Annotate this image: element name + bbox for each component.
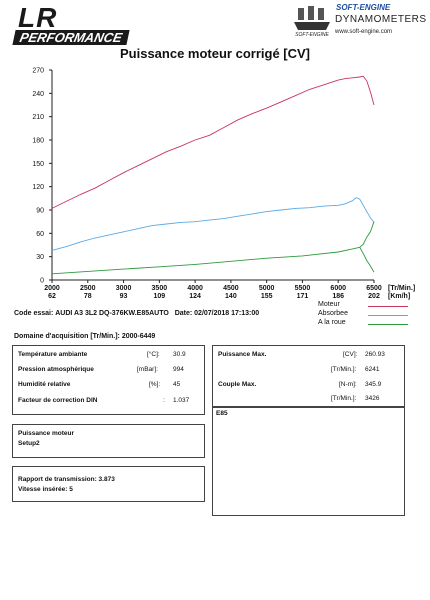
y-tick-label: 60 — [36, 231, 44, 238]
x-tick-label: 3000 — [116, 285, 132, 292]
y-tick-label: 150 — [32, 161, 44, 168]
brand-website: www.soft-engine.com — [335, 29, 393, 35]
x2-unit-label: [Km/h] — [388, 293, 410, 300]
x2-tick-label: 124 — [189, 293, 201, 300]
domain-label: Domaine d'acquisition [Tr/Min.]: — [14, 333, 120, 340]
chart-title: Puissance moteur corrigé [CV] — [120, 46, 310, 61]
soft-engine-logo-icon: SOFT-ENGINE — [294, 6, 330, 38]
setup-box: Puissance moteur Setup2 — [12, 424, 205, 458]
result-label-2: Couple Max. — [218, 381, 257, 388]
lr-logo-text: LR — [18, 2, 58, 33]
x-tick-label: 5000 — [259, 285, 275, 292]
y-tick-label: 90 — [36, 208, 44, 215]
brand-name: SOFT-ENGINE — [336, 3, 391, 12]
result-value-2: 345.9 — [365, 381, 382, 388]
y-tick-label: 180 — [32, 138, 44, 145]
cond-label-0: Température ambiante — [18, 351, 88, 358]
series-line-roue-loss — [359, 247, 375, 273]
y-tick-label: 210 — [32, 114, 44, 121]
test-code-row: Code essai: AUDI A3 3L2 DQ-376KW.E85AUTO… — [14, 310, 259, 317]
result-unit-3: [Tr/Min.]: — [331, 395, 357, 402]
x-tick-label: 3500 — [152, 285, 168, 292]
soft-engine-logo-text: SOFT-ENGINE — [295, 32, 329, 38]
x2-tick-label: 93 — [120, 293, 128, 300]
domain-value: 2000-6449 — [121, 333, 156, 340]
legend-line-roue — [368, 324, 408, 325]
notes-box: E85 — [212, 407, 405, 516]
legend-label-absorbee: Absorbee — [318, 310, 348, 317]
cond-label-3: Facteur de correction DIN — [18, 397, 98, 404]
cond-unit-3: : — [163, 397, 165, 404]
legend-line-moteur — [368, 306, 408, 307]
y-tick-label: 270 — [32, 68, 44, 75]
cond-value-2: 45 — [173, 381, 181, 388]
x-tick-label: 5500 — [295, 285, 311, 292]
x-tick-label: 2500 — [80, 285, 96, 292]
transmission-gear: Vitesse insérée: 5 — [18, 486, 73, 493]
series-line-moteur — [51, 75, 375, 209]
setup-line-2: Setup2 — [18, 440, 40, 447]
test-date-label: Date: — [174, 310, 193, 317]
result-unit-1: [Tr/Min.]: — [331, 366, 357, 373]
results-box: Puissance Max. [CV]: 260.93 [Tr/Min.]: 6… — [212, 345, 405, 407]
x-tick-label: 6000 — [330, 285, 346, 292]
cond-unit-2: [%]: — [149, 381, 161, 388]
result-value-0: 260.93 — [365, 351, 385, 358]
test-code-value: AUDI A3 3L2 DQ-376KW.E85AUTO — [55, 310, 169, 317]
cond-label-2: Humidité relative — [18, 381, 71, 388]
setup-line-1: Puissance moteur — [18, 430, 74, 437]
brand-line: DYNAMOMETERS — [335, 14, 427, 25]
test-code-label: Code essai: — [14, 310, 54, 317]
x2-tick-label: 202 — [368, 293, 380, 300]
result-value-3: 3426 — [365, 395, 380, 402]
result-unit-2: [N-m]: — [339, 381, 357, 388]
x-tick-label: 4500 — [223, 285, 239, 292]
x2-tick-label: 62 — [48, 293, 56, 300]
x2-tick-label: 78 — [84, 293, 92, 300]
result-value-1: 6241 — [365, 366, 380, 373]
y-tick-label: 120 — [32, 184, 44, 191]
x2-tick-label: 155 — [261, 293, 273, 300]
notes-text: E85 — [216, 410, 228, 417]
x2-tick-label: 109 — [153, 293, 165, 300]
legend-label-moteur: Moteur — [318, 301, 340, 308]
x2-tick-label: 186 — [332, 293, 344, 300]
cond-label-1: Pression atmosphérique — [18, 366, 94, 373]
legend-label-roue: A la roue — [318, 319, 346, 326]
y-tick-label: 240 — [32, 91, 44, 98]
series-line-a-la-roue — [51, 221, 375, 275]
y-tick-label: 0 — [40, 278, 44, 285]
result-label-0: Puissance Max. — [218, 351, 267, 358]
legend-line-absorbee — [368, 315, 408, 316]
conditions-box: Température ambiante [°C]: 30.9 Pression… — [12, 345, 205, 415]
x-tick-label: 6500 — [366, 285, 382, 292]
acquisition-domain-row: Domaine d'acquisition [Tr/Min.]: 2000-64… — [14, 333, 155, 340]
result-unit-0: [CV]: — [343, 351, 358, 358]
transmission-ratio: Rapport de transmission: 3.873 — [18, 476, 115, 483]
y-tick-label: 30 — [36, 254, 44, 261]
cond-value-3: 1.037 — [173, 397, 190, 404]
series-line-absorbee — [51, 197, 375, 251]
test-date-value: 02/07/2018 17:13:00 — [194, 310, 260, 317]
x2-tick-label: 140 — [225, 293, 237, 300]
cond-value-1: 994 — [173, 366, 184, 373]
lr-performance-text: PERFORMANCE — [12, 30, 130, 45]
x-tick-label: 4000 — [187, 285, 203, 292]
transmission-box: Rapport de transmission: 3.873 Vitesse i… — [12, 466, 205, 502]
cond-value-0: 30.9 — [173, 351, 186, 358]
x-unit-label: [Tr/Min.] — [388, 285, 415, 292]
cond-unit-0: [°C]: — [147, 351, 160, 358]
x-tick-label: 2000 — [44, 285, 60, 292]
x2-tick-label: 171 — [297, 293, 309, 300]
cond-unit-1: [mBar]: — [137, 366, 158, 373]
